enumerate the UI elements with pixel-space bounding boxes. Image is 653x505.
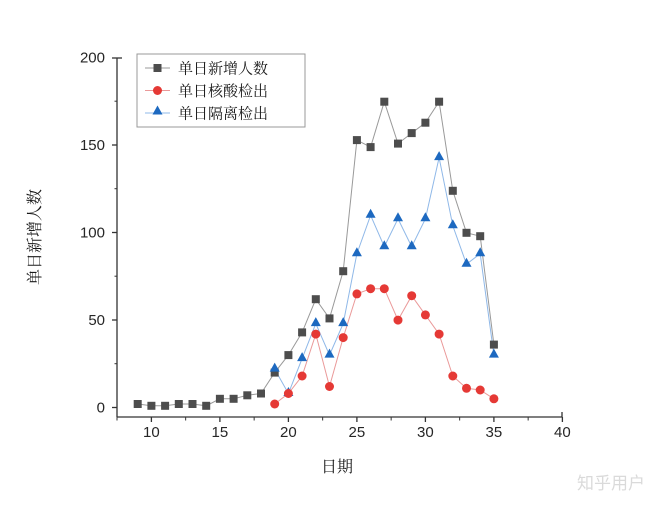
svg-text:150: 150 (80, 137, 105, 154)
svg-text:100: 100 (80, 225, 105, 242)
svg-text:50: 50 (88, 312, 105, 329)
svg-text:20: 20 (280, 424, 297, 441)
svg-text:40: 40 (554, 424, 571, 441)
svg-text:30: 30 (417, 424, 434, 441)
svg-text:25: 25 (349, 424, 366, 441)
svg-text:单日隔离检出: 单日隔离检出 (178, 105, 268, 123)
svg-text:单日核酸检出: 单日核酸检出 (178, 82, 268, 100)
svg-text:35: 35 (486, 424, 503, 441)
svg-text:15: 15 (212, 424, 229, 441)
svg-text:单日新增人数: 单日新增人数 (26, 189, 44, 285)
svg-text:单日新增人数: 单日新增人数 (178, 61, 268, 78)
svg-text:200: 200 (80, 50, 105, 67)
svg-text:10: 10 (143, 424, 160, 441)
svg-text:知乎用户: 知乎用户 (577, 474, 645, 493)
svg-text:0: 0 (97, 400, 105, 417)
svg-text:日期: 日期 (321, 458, 353, 476)
